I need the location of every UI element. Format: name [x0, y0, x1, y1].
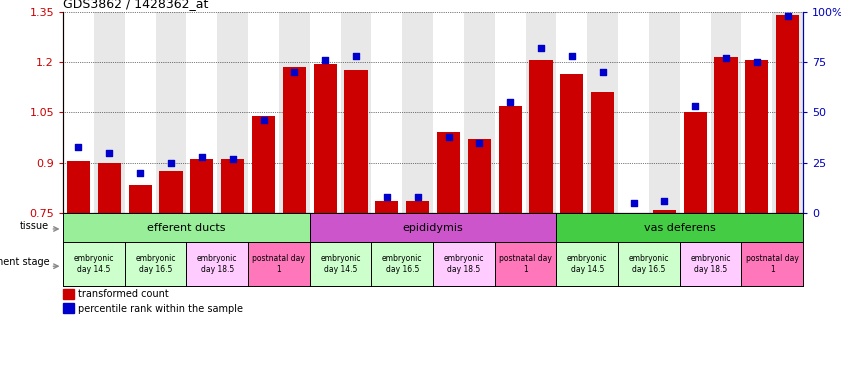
Text: postnatal day
1: postnatal day 1	[500, 254, 552, 274]
Point	[750, 59, 764, 65]
Bar	[772, 12, 803, 213]
Bar	[649, 12, 680, 213]
Bar	[160, 171, 182, 213]
Text: tissue: tissue	[20, 221, 49, 231]
Bar	[587, 12, 618, 213]
Point	[565, 53, 579, 59]
Point	[257, 117, 270, 123]
Bar	[94, 12, 124, 213]
Point	[534, 45, 547, 51]
Bar	[279, 12, 309, 213]
Point	[442, 133, 455, 139]
Text: epididymis: epididymis	[403, 222, 463, 233]
Text: percentile rank within the sample: percentile rank within the sample	[77, 303, 243, 314]
Bar	[63, 303, 73, 313]
Bar	[372, 12, 402, 213]
Bar	[618, 12, 649, 213]
Bar	[63, 289, 73, 299]
Bar	[560, 74, 584, 213]
Bar	[314, 64, 336, 213]
Bar	[341, 12, 372, 213]
Bar	[309, 12, 341, 213]
Point	[164, 160, 177, 166]
Text: GDS3862 / 1428362_at: GDS3862 / 1428362_at	[63, 0, 209, 10]
Point	[658, 198, 671, 204]
Text: embryonic
day 18.5: embryonic day 18.5	[197, 254, 237, 274]
Point	[596, 69, 610, 75]
Point	[103, 149, 116, 156]
Bar	[252, 116, 275, 213]
Text: embryonic
day 14.5: embryonic day 14.5	[567, 254, 607, 274]
Point	[627, 200, 640, 206]
Bar	[63, 12, 94, 213]
Bar	[375, 201, 399, 213]
Bar	[745, 60, 769, 213]
Bar	[248, 12, 279, 213]
Point	[411, 194, 425, 200]
Bar	[557, 12, 587, 213]
Point	[349, 53, 362, 59]
Point	[226, 156, 240, 162]
Text: embryonic
day 18.5: embryonic day 18.5	[690, 254, 731, 274]
Bar	[98, 163, 121, 213]
Bar	[217, 12, 248, 213]
Text: vas deferens: vas deferens	[644, 222, 716, 233]
Bar	[129, 185, 151, 213]
Point	[288, 69, 301, 75]
Bar	[437, 132, 460, 213]
Point	[71, 144, 85, 150]
Text: embryonic
day 16.5: embryonic day 16.5	[382, 254, 422, 274]
Bar	[684, 113, 706, 213]
Bar	[221, 159, 244, 213]
Bar	[715, 57, 738, 213]
Bar	[742, 12, 772, 213]
Bar	[591, 92, 614, 213]
Bar	[680, 12, 711, 213]
Bar	[402, 12, 433, 213]
Point	[781, 12, 795, 18]
Text: efferent ducts: efferent ducts	[147, 222, 225, 233]
Bar	[406, 201, 429, 213]
Point	[473, 139, 486, 146]
Point	[689, 103, 702, 109]
Text: embryonic
day 16.5: embryonic day 16.5	[135, 254, 176, 274]
Bar	[283, 67, 306, 213]
Point	[134, 170, 147, 176]
Text: embryonic
day 16.5: embryonic day 16.5	[629, 254, 669, 274]
Text: development stage: development stage	[0, 257, 49, 267]
Bar	[468, 139, 491, 213]
Bar	[433, 12, 464, 213]
Bar	[653, 210, 676, 213]
Bar	[187, 12, 217, 213]
Bar	[156, 12, 187, 213]
Bar	[711, 12, 742, 213]
Bar	[464, 12, 495, 213]
Bar	[495, 12, 526, 213]
Point	[195, 154, 209, 160]
Bar	[526, 12, 557, 213]
Point	[380, 194, 394, 200]
Text: transformed count: transformed count	[77, 289, 168, 299]
Text: embryonic
day 14.5: embryonic day 14.5	[74, 254, 114, 274]
Bar	[124, 12, 156, 213]
Bar	[530, 60, 553, 213]
Text: postnatal day
1: postnatal day 1	[252, 254, 305, 274]
Point	[504, 99, 517, 105]
Point	[319, 57, 332, 63]
Bar	[345, 70, 368, 213]
Bar	[776, 15, 799, 213]
Text: embryonic
day 18.5: embryonic day 18.5	[444, 254, 484, 274]
Bar	[67, 161, 90, 213]
Bar	[499, 106, 521, 213]
Text: postnatal day
1: postnatal day 1	[746, 254, 799, 274]
Bar	[190, 159, 214, 213]
Point	[719, 55, 733, 61]
Text: embryonic
day 14.5: embryonic day 14.5	[320, 254, 361, 274]
